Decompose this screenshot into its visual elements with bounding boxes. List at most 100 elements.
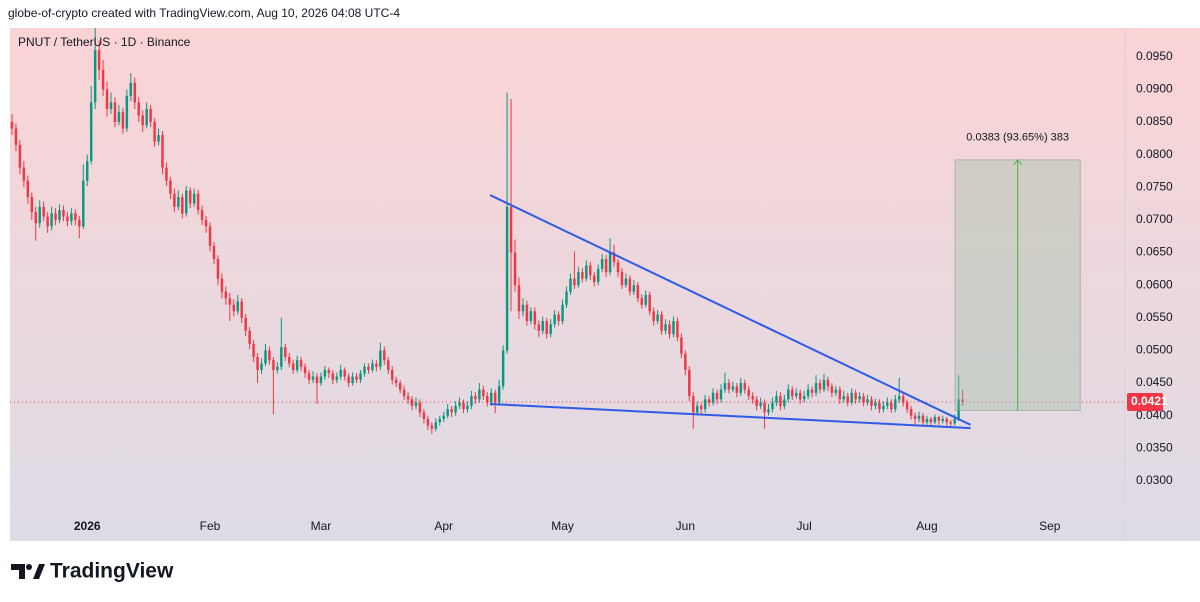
candle-body — [890, 402, 893, 410]
candle-body — [157, 135, 160, 142]
candle-body — [759, 402, 762, 406]
candle-body — [478, 389, 481, 400]
candle-body — [391, 370, 394, 380]
candle-body — [874, 402, 877, 406]
candle-body — [648, 294, 651, 312]
candle-body — [882, 405, 885, 410]
candle-body — [97, 50, 101, 70]
candle-body — [636, 285, 640, 299]
candle-body — [410, 399, 414, 406]
candle-body — [787, 389, 790, 400]
brand-name: TradingView — [50, 560, 174, 583]
trend-line — [489, 194, 971, 426]
y-tick-label: 0.0550 — [1136, 310, 1173, 324]
candle-body — [909, 409, 913, 416]
candle-body — [557, 314, 560, 322]
candle-body — [680, 337, 683, 354]
candle-body — [173, 193, 176, 207]
candle-body — [430, 425, 434, 429]
candle-body — [414, 402, 418, 406]
candle-body — [307, 373, 311, 380]
candle-body — [814, 383, 818, 393]
candle-body — [945, 418, 948, 423]
candle-body — [933, 416, 937, 423]
candle-body — [248, 330, 251, 344]
candle-body — [593, 275, 596, 282]
candle-body — [327, 370, 331, 374]
candle-body — [715, 392, 719, 400]
candle-body — [525, 304, 529, 322]
candle-body — [402, 389, 406, 397]
candle-body — [288, 356, 291, 364]
candle-body — [244, 317, 247, 331]
candle-body — [501, 350, 505, 387]
candle-body — [569, 278, 572, 292]
candle-body — [929, 418, 933, 423]
candle-body — [450, 409, 453, 413]
candle-body — [660, 314, 663, 331]
y-tick-label: 0.0600 — [1136, 277, 1173, 291]
candle-body — [50, 213, 53, 227]
candle-body — [462, 402, 465, 410]
y-tick-label: 0.0350 — [1136, 440, 1173, 454]
x-tick-label: Aug — [916, 519, 937, 533]
candle-body — [692, 396, 695, 413]
candle-body — [474, 396, 477, 400]
candle-body — [438, 418, 441, 423]
candle-body — [303, 366, 307, 374]
candle-body — [315, 376, 319, 384]
y-tick-label: 0.0650 — [1136, 245, 1173, 259]
candle-body — [735, 386, 739, 393]
candle-body — [783, 399, 786, 406]
candle-body — [204, 219, 208, 227]
candle-body — [10, 121, 14, 129]
candle-body — [406, 396, 410, 400]
candle-body — [54, 213, 57, 220]
candle-body — [82, 180, 85, 227]
candle-body — [276, 366, 279, 370]
candle-body — [216, 259, 220, 279]
candle-body — [961, 399, 964, 402]
candle-body — [731, 386, 735, 390]
brand-logo — [11, 564, 45, 579]
candle-body — [367, 366, 370, 370]
candle-body — [149, 108, 152, 122]
candle-body — [937, 416, 941, 421]
candle-body — [779, 396, 782, 406]
candle-body — [192, 193, 196, 204]
candle-body — [600, 259, 604, 269]
candle-body — [66, 216, 69, 222]
candle-body — [676, 321, 679, 338]
candle-body — [925, 418, 929, 423]
candle-body — [771, 402, 774, 410]
candle-body — [212, 245, 216, 260]
candle-body — [268, 350, 271, 361]
candle-body — [188, 190, 192, 204]
candle-body — [620, 272, 624, 286]
y-tick-label: 0.0850 — [1136, 114, 1173, 128]
candle-body — [236, 301, 239, 312]
measure-label: 0.0383 (93.65%) 383 — [966, 132, 1069, 144]
candle-body — [850, 392, 853, 403]
caption: globe-of-crypto created with TradingView… — [8, 6, 400, 20]
candle-body — [240, 301, 243, 318]
candle-body — [482, 389, 485, 397]
candle-body — [200, 210, 204, 220]
candle-body — [541, 321, 544, 331]
candle-body — [454, 405, 457, 413]
candle-body — [137, 102, 140, 116]
candle-body — [810, 389, 814, 393]
candle-body — [117, 112, 121, 122]
candle-body — [355, 376, 358, 380]
trend-line — [490, 402, 971, 430]
candle-body — [688, 370, 691, 397]
candle-body — [517, 285, 521, 312]
candle-body — [319, 376, 323, 384]
candle-body — [62, 210, 65, 217]
candle-body — [14, 128, 18, 145]
candle-body — [78, 219, 81, 227]
candle-body — [585, 265, 588, 279]
candle-body — [791, 389, 794, 397]
y-tick-label: 0.0750 — [1136, 179, 1173, 193]
candle-body — [252, 343, 255, 357]
